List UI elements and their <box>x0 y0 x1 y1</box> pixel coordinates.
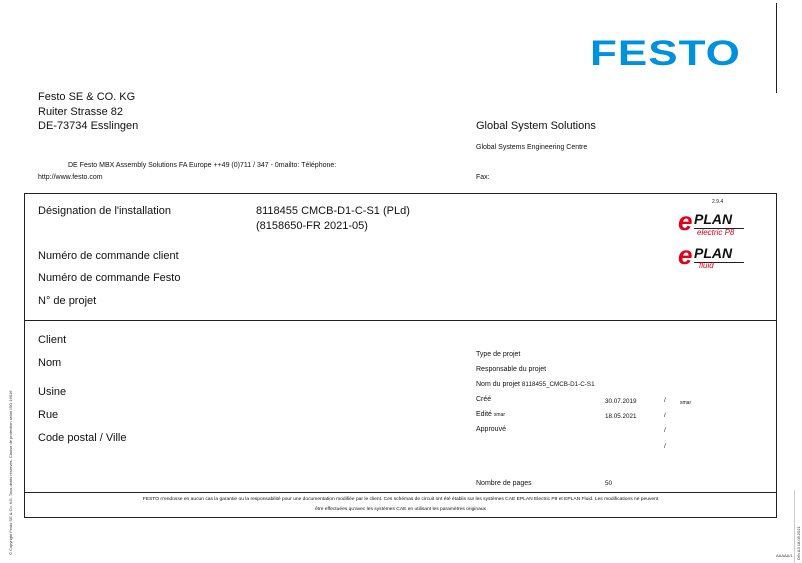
page-id: AAAAA/1 <box>776 553 793 558</box>
project-name: Nom du projet 8118455_CMCB-D1-C-S1 <box>476 381 595 388</box>
created-by: smar <box>680 400 692 406</box>
client-name: Nom <box>38 357 62 369</box>
disclaimer-line1: FESTO n'endosse en aucun cas la garantie… <box>142 497 659 502</box>
eplan-version: 2.9.4 <box>712 199 724 205</box>
company-contact: DE Festo MBX Assembly Solutions FA Europ… <box>68 162 337 169</box>
pages-value: 50 <box>605 480 613 487</box>
company-name: Festo SE & CO. KG <box>38 91 136 103</box>
installation-label: Désignation de l'installation <box>38 205 171 217</box>
order-festo: Numéro de commande Festo <box>38 272 181 284</box>
project-no: N° de projet <box>38 295 97 307</box>
order-client: Numéro de commande client <box>38 250 179 262</box>
installation-value2: (8158650-FR 2021-05) <box>256 220 368 232</box>
copyright-vertical: © Copyright Festo SE & Co. KG. Tous droi… <box>8 390 13 555</box>
fax: Fax: <box>476 174 490 181</box>
installation-value1: 8118455 CMCB-D1-C-S1 (PLd) <box>256 205 410 217</box>
created-date: 30.07.2019 <box>605 398 637 405</box>
company-city: DE-73734 Esslingen <box>38 120 139 132</box>
edited-date: 18.05.2021 <box>605 413 637 420</box>
slash: / <box>664 412 666 419</box>
client-street: Rue <box>38 409 59 421</box>
created-label: Créé <box>476 396 492 403</box>
project-responsible: Responsable du projet <box>476 366 547 373</box>
project-type: Type de projet <box>476 351 521 358</box>
company-street: Ruiter Strasse 82 <box>38 106 123 118</box>
client-plant: Usine <box>38 386 67 398</box>
pages-label: Nombre de pages <box>476 480 532 487</box>
slash: / <box>664 443 666 450</box>
approved-label: Approuvé <box>476 426 506 433</box>
disclaimer-line2: être effectuées qu'avec les systèmes CAE… <box>314 507 486 512</box>
edited-label: Edité smar <box>476 411 506 418</box>
right-title: Global System Solutions <box>476 120 596 132</box>
client-postal: Code postal / Ville <box>38 432 127 444</box>
right-subtitle: Global Systems Engineering Centre <box>476 144 588 151</box>
slash: / <box>664 427 666 434</box>
slash: / <box>664 397 666 404</box>
right-vertical: DIN A3 18.05.2021 <box>796 526 801 560</box>
festo-logo: FESTO <box>590 34 741 74</box>
company-web: http://www.festo.com <box>38 174 103 181</box>
client-label: Client <box>38 334 67 346</box>
